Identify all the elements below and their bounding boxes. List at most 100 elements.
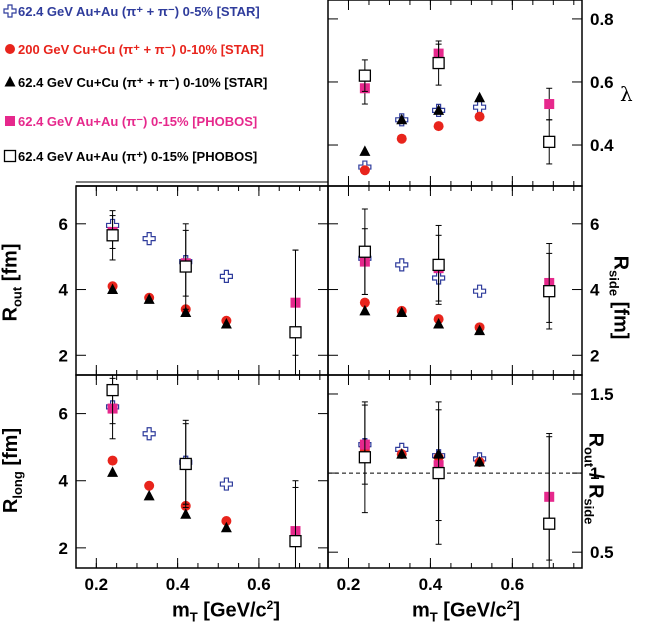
data-point-square: [544, 99, 555, 110]
y-tick-label: 0.4: [590, 136, 614, 155]
data-point-open-square: [543, 285, 556, 298]
data-point-triangle: [143, 489, 155, 501]
panel-rlong: 0.2 0.4 0.6 2 4 6: [59, 374, 329, 594]
panel-ratio: 0.2 0.4 0.6 0.5 1 1.5: [327, 374, 614, 594]
xlabel-left-sup: 2: [266, 598, 274, 612]
data-point-open-square: [543, 517, 556, 530]
x-axis-title-right: mT [GeV/c2]: [412, 598, 520, 625]
lambda-axis-title: λ: [620, 82, 633, 106]
data-point-triangle: [396, 113, 408, 125]
data-point-open-cross: [395, 258, 409, 272]
data-point-square: [5, 116, 15, 126]
data-point-open-square: [289, 534, 302, 548]
data-point-open-square: [432, 258, 445, 272]
ratio-a-sub: out: [581, 447, 597, 468]
data-point-open-square: [106, 229, 119, 242]
data-point-open-cross: [472, 284, 487, 298]
rlong-main: R: [0, 498, 23, 514]
rout-sub: out: [9, 286, 25, 308]
data-point-open-square: [106, 383, 119, 397]
data-point-circle: [359, 165, 370, 176]
legend-label: 200 GeV Cu+Cu (π⁺ + π⁻) 0-10% [STAR]: [18, 42, 264, 57]
xlabel-right-sup: 2: [506, 598, 514, 612]
data-point-open-square: [543, 135, 556, 149]
legend-label: 62.4 GeV Au+Au (π⁺ + π⁻) 0-5% [STAR]: [18, 4, 260, 19]
data-point-open-square: [358, 451, 372, 464]
panel-data: [358, 401, 556, 568]
y-tick-label: 1.5: [590, 385, 614, 404]
data-point-triangle: [143, 293, 155, 304]
x-tick-label: 0.2: [337, 575, 361, 594]
xlabel-left-m: m: [172, 599, 190, 622]
data-point-triangle: [433, 318, 445, 329]
data-point-open-cross: [142, 231, 156, 246]
data-point-triangle: [359, 304, 371, 316]
x-tick-label: 0.2: [85, 575, 109, 594]
data-point-open-square: [432, 466, 445, 480]
data-point-triangle: [474, 456, 486, 467]
data-point-circle: [5, 44, 15, 54]
data-point-open-cross: [142, 427, 156, 441]
data-point-triangle: [4, 76, 16, 87]
data-point-circle: [359, 297, 370, 308]
y-tick-label: 0.5: [590, 543, 614, 562]
rside-main: R: [609, 255, 632, 271]
xlabel-right-m: m: [412, 599, 430, 622]
xlabel-right-rest: [GeV/c: [437, 599, 507, 622]
data-point-open-square: [358, 69, 372, 82]
data-point-circle: [107, 455, 118, 466]
xlabel-right-sub: T: [429, 609, 438, 625]
x-tick-label: 0.6: [247, 575, 271, 594]
xlabel-left-end: ]: [273, 599, 281, 622]
y-tick-label: 1: [590, 464, 599, 483]
data-point-circle: [474, 111, 485, 122]
data-point-open-cross: [472, 100, 487, 114]
legend-label: 62.4 GeV Cu+Cu (π⁺ + π⁻) 0-10% [STAR]: [18, 75, 268, 90]
data-point-open-square: [289, 326, 302, 339]
y-tick-label: 4: [590, 281, 600, 300]
rout-main: R: [0, 307, 22, 322]
data-point-triangle: [474, 324, 486, 336]
panel-data: [358, 208, 556, 336]
data-point-open-cross: [219, 269, 233, 283]
data-point-open-cross: [3, 4, 17, 18]
panel-data: [358, 40, 556, 176]
data-point-open-square: [179, 457, 192, 471]
rout-unit: [fm]: [0, 243, 22, 287]
x-tick-label: 0.6: [501, 575, 525, 594]
panel-frame: [327, 374, 583, 569]
data-point-triangle: [107, 466, 119, 477]
data-point-open-cross: [219, 477, 233, 491]
y-tick-label: 4: [59, 472, 69, 491]
rlong-axis-title: Rlong [fm]: [0, 428, 25, 513]
y-tick-label: 6: [590, 215, 599, 234]
rside-sub: side: [606, 270, 622, 297]
panel-frame: [327, 185, 583, 376]
panel-data: [105, 375, 302, 568]
data-point-open-square: [179, 260, 192, 273]
data-point-triangle: [220, 521, 232, 533]
ratio-b: R: [584, 483, 607, 499]
x-tick-label: 0.4: [419, 575, 443, 594]
x-axis-title-left: mT [GeV/c2]: [172, 598, 280, 625]
data-point-triangle: [474, 91, 486, 103]
x-tick-label: 0.4: [166, 575, 190, 594]
data-point-open-square: [358, 245, 372, 258]
data-point-triangle: [107, 283, 119, 295]
y-tick-label: 6: [59, 215, 68, 234]
rside-unit: [fm]: [609, 296, 632, 340]
panel-rout: 2 4 6: [59, 185, 329, 376]
data-point-open-square: [3, 149, 17, 163]
panel-lambda: 0.4 0.6 0.8: [327, 0, 614, 187]
data-point-open-cross: [432, 271, 446, 285]
ratio-b-sub: side: [581, 498, 597, 525]
legend-label: 62.4 GeV Au+Au (π⁻) 0-15% [PHOBOS]: [18, 114, 258, 129]
xlabel-left-sub: T: [189, 609, 198, 625]
y-tick-label: 2: [59, 539, 68, 558]
panel-data: [105, 210, 302, 375]
ratio-a: R: [584, 432, 607, 448]
panel-frame: [75, 185, 329, 376]
lambda-symbol: λ: [620, 82, 633, 106]
data-point-triangle: [396, 448, 408, 459]
